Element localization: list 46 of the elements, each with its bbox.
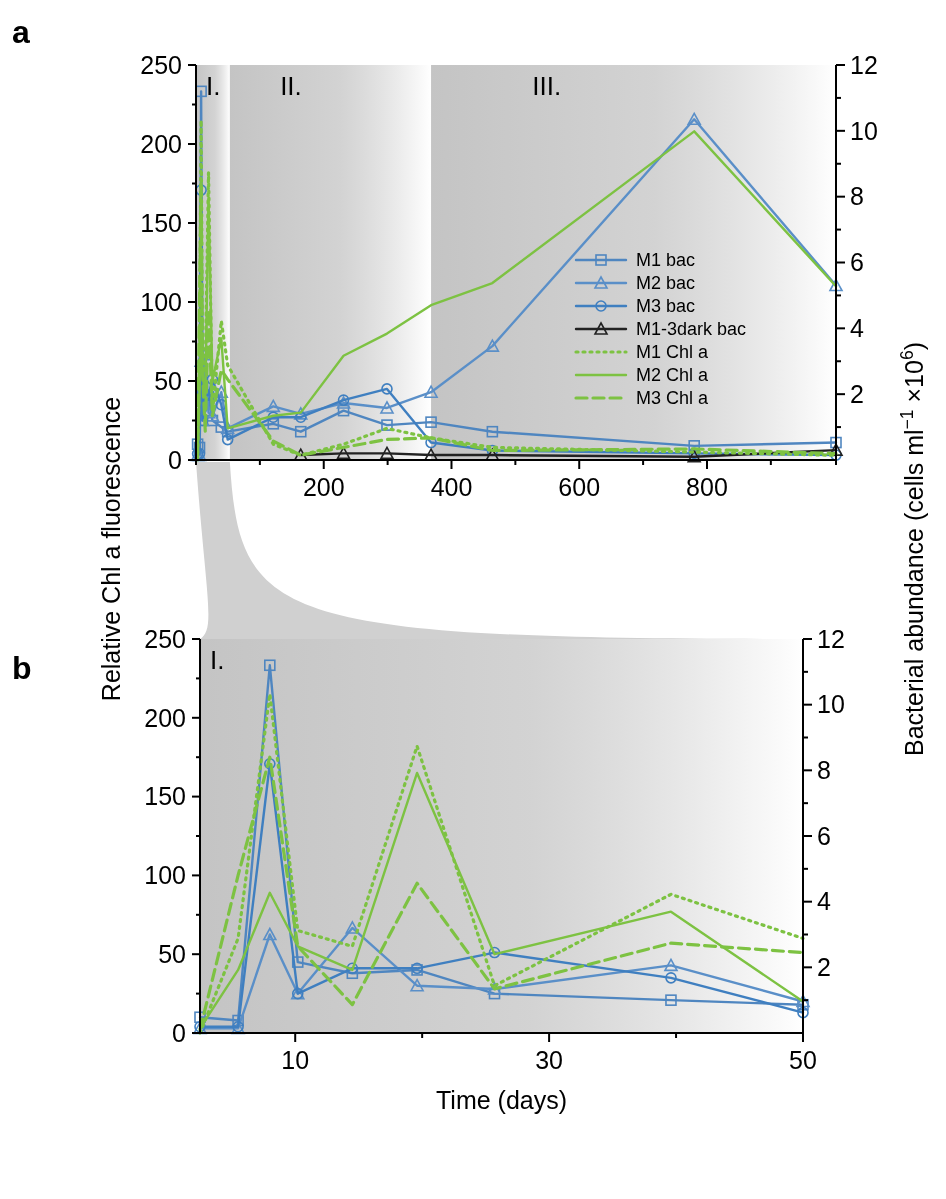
legend-label: M1-3dark bac (636, 319, 747, 340)
y-tick-label: 100 (140, 287, 182, 316)
legend-label: M2 Chl a (636, 365, 710, 386)
y2-tick-label: 4 (850, 314, 864, 343)
legend-label: M2 bac (636, 273, 696, 294)
legend-label: M1 Chl a (636, 342, 710, 363)
y-tick-label: 0 (172, 1018, 186, 1047)
x-tick-label: 400 (430, 473, 473, 501)
x-tick-label: 50 (789, 1046, 817, 1074)
band-label: I. (210, 645, 225, 675)
y2-tick-label: 4 (817, 887, 831, 916)
legend-label: M3 bac (636, 296, 696, 317)
y2-tick-label: 8 (850, 182, 864, 211)
band-label: III. (532, 71, 562, 101)
y-tick-label: 50 (158, 939, 186, 968)
y-tick-label: 50 (154, 366, 182, 395)
y2-tick-label: 6 (850, 248, 864, 277)
y2-tick-label: 10 (850, 116, 878, 145)
y-tick-label: 250 (144, 624, 186, 653)
x-tick-label: 30 (535, 1046, 564, 1074)
y-tick-label: 250 (140, 50, 182, 79)
y-tick-label: 0 (168, 445, 182, 474)
y-axis-title: Relative Chl a fluorescence (97, 396, 125, 702)
band-label: I. (206, 71, 221, 101)
y2-tick-label: 2 (850, 379, 864, 408)
y2-tick-label: 2 (817, 953, 831, 982)
legend-label: M3 Chl a (636, 388, 710, 409)
y2-tick-label: 8 (817, 756, 831, 785)
y2-tick-label: 12 (850, 50, 878, 79)
y-tick-label: 150 (140, 208, 182, 237)
x-axis-title: Time (days) (435, 1086, 568, 1114)
y-tick-label: 100 (144, 861, 186, 890)
y2-tick-label: 10 (817, 690, 845, 719)
y-tick-label: 200 (140, 129, 182, 158)
y2-tick-label: 6 (817, 821, 831, 850)
legend-label: M1 bac (636, 250, 696, 271)
y-tick-label: 150 (144, 782, 186, 811)
x-tick-label: 600 (558, 473, 601, 501)
chart-title: a (12, 14, 30, 50)
y2-tick-label: 12 (817, 624, 845, 653)
chart-title: b (12, 650, 32, 686)
x-tick-label: 800 (686, 473, 728, 501)
band-label: II. (280, 71, 302, 101)
x-tick-label: 10 (281, 1046, 310, 1074)
x-tick-label: 200 (302, 473, 345, 501)
y-tick-label: 200 (144, 703, 186, 732)
